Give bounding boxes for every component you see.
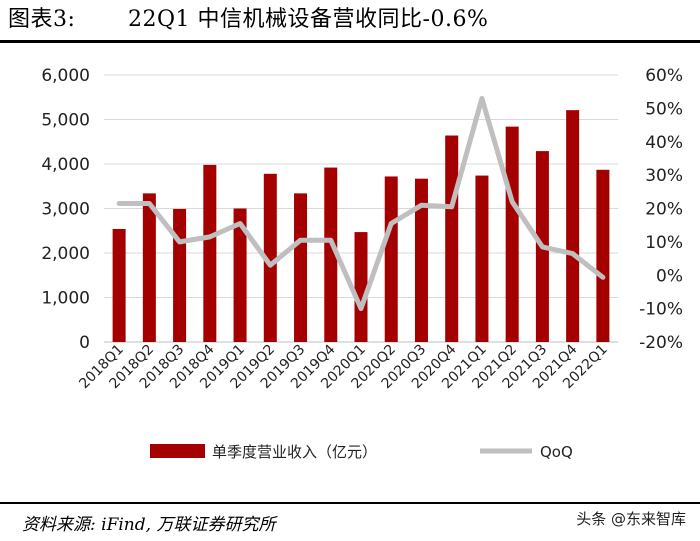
revenue-bar — [233, 208, 247, 342]
right-tick-label: 20% — [645, 200, 683, 220]
revenue-bar — [475, 175, 489, 342]
right-axis: -20% -10% 0% 10% 20% 30% 40% 50% 60% — [639, 66, 683, 353]
left-tick-label: 0 — [79, 333, 90, 353]
right-tick-label: -10% — [639, 300, 683, 320]
revenue-bar — [384, 176, 398, 342]
legend-bar-swatch — [150, 444, 205, 458]
figure-title-text: 22Q1 中信机械设备营收同比-0.6% — [128, 7, 489, 32]
revenue-bar — [142, 193, 156, 342]
qoq-line — [116, 95, 606, 312]
right-tick-label: 0% — [656, 266, 683, 286]
right-tick-label: 40% — [645, 133, 683, 153]
revenue-bar — [324, 167, 338, 342]
revenue-chart: 0 1,000 2,000 3,000 4,000 5,000 6,000 -20% -10%… — [41, 66, 683, 461]
revenue-bar — [294, 193, 308, 342]
legend-line-label: QoQ — [540, 443, 573, 461]
right-tick-label: 30% — [645, 166, 683, 186]
legend-bar-label: 单季度营业收入（亿元） — [212, 443, 377, 461]
legend: 单季度营业收入（亿元） QoQ — [150, 443, 573, 461]
left-tick-label: 3,000 — [41, 200, 90, 220]
category-axis: 2018Q12018Q22018Q32018Q42019Q12019Q22019… — [76, 341, 610, 392]
revenue-bar — [112, 228, 126, 342]
revenue-bars — [112, 110, 610, 343]
revenue-bar — [566, 110, 580, 342]
left-tick-label: 2,000 — [41, 244, 90, 264]
revenue-bar — [596, 169, 610, 342]
revenue-bar — [203, 164, 217, 342]
left-axis: 0 1,000 2,000 3,000 4,000 5,000 6,000 — [41, 66, 90, 353]
left-tick-label: 4,000 — [41, 155, 90, 175]
top-rule — [0, 40, 700, 43]
left-tick-label: 1,000 — [41, 289, 90, 309]
revenue-bar — [414, 178, 428, 342]
revenue-bar — [445, 135, 459, 342]
bottom-rule — [0, 502, 700, 504]
left-tick-label: 5,000 — [41, 111, 90, 131]
left-tick-label: 6,000 — [41, 66, 90, 86]
qoq-line-path — [116, 95, 606, 312]
revenue-bar — [354, 232, 368, 342]
figure-title: 图表3: 22Q1 中信机械设备营收同比-0.6% — [8, 4, 488, 36]
right-tick-label: 60% — [645, 66, 683, 86]
watermark: 头条 @东来智库 — [576, 510, 686, 528]
right-tick-label: 50% — [645, 99, 683, 119]
revenue-bar — [505, 126, 519, 343]
revenue-bar — [263, 173, 277, 342]
figure-label: 图表3: — [8, 7, 76, 32]
right-tick-label: 10% — [645, 233, 683, 253]
right-tick-label: -20% — [639, 333, 683, 353]
revenue-bar — [173, 208, 187, 342]
source-note: 资料来源: iFind, 万联证券研究所 — [22, 515, 276, 535]
